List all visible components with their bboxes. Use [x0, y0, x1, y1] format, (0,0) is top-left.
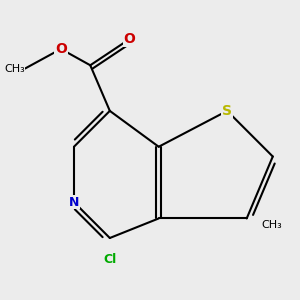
Text: S: S: [222, 104, 232, 118]
Text: Cl: Cl: [103, 253, 116, 266]
Text: CH₃: CH₃: [4, 64, 25, 74]
Text: O: O: [123, 32, 135, 46]
Text: CH₃: CH₃: [261, 220, 282, 230]
Text: N: N: [69, 196, 79, 208]
Text: O: O: [55, 42, 67, 56]
